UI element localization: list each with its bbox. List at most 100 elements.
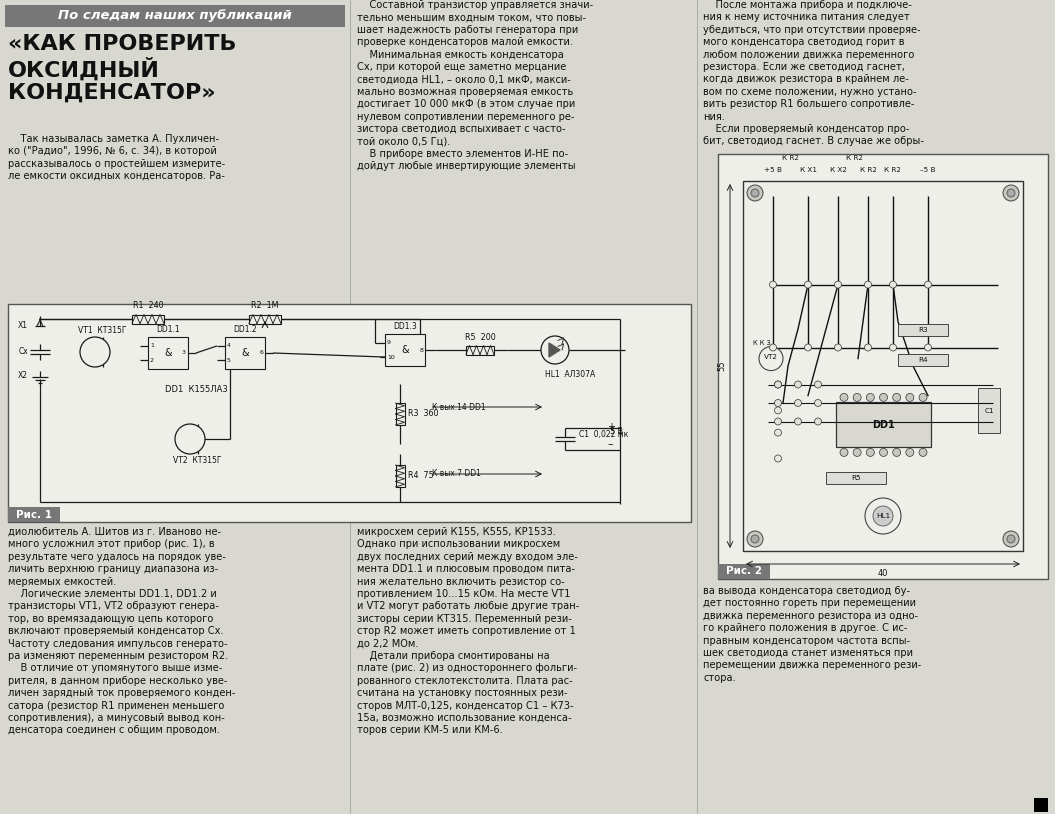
Text: DD1: DD1	[872, 420, 895, 430]
Bar	[743, 181, 1023, 551]
Bar	[132, 314, 164, 323]
Text: DD1.1: DD1.1	[156, 325, 179, 334]
Text: 6: 6	[260, 351, 263, 356]
Text: К R2: К R2	[783, 155, 800, 161]
Circle shape	[864, 281, 871, 288]
Circle shape	[814, 400, 822, 406]
Text: После монтажа прибора и подключе-
ния к нему источника питания следует
убедиться: После монтажа прибора и подключе- ния к …	[703, 0, 924, 147]
Circle shape	[853, 393, 861, 401]
Text: «КАК ПРОВЕРИТЬ
ОКСИДНЫЙ
КОНДЕНСАТОР»: «КАК ПРОВЕРИТЬ ОКСИДНЫЙ КОНДЕНСАТОР»	[8, 34, 236, 103]
Circle shape	[774, 407, 782, 414]
Circle shape	[751, 535, 759, 543]
Circle shape	[759, 347, 783, 370]
Circle shape	[880, 449, 887, 457]
Text: &: &	[165, 348, 172, 358]
Text: &: &	[401, 345, 409, 355]
Text: DD1.3: DD1.3	[394, 322, 417, 331]
Circle shape	[840, 449, 848, 457]
Text: R2  1M: R2 1M	[251, 301, 279, 310]
Text: R5  200: R5 200	[464, 332, 496, 342]
Circle shape	[769, 344, 776, 351]
Bar	[718, 154, 1048, 579]
Text: +5 В: +5 В	[764, 167, 782, 173]
Circle shape	[893, 393, 901, 401]
Bar	[898, 354, 948, 366]
Circle shape	[1008, 189, 1015, 197]
Text: К R2: К R2	[884, 167, 902, 173]
Text: ва вывода конденсатора светодиод бу-
дет постоянно гореть при перемещении
движка: ва вывода конденсатора светодиод бу- дет…	[703, 586, 921, 683]
Circle shape	[80, 337, 110, 367]
Text: К R2: К R2	[860, 167, 877, 173]
Text: 5: 5	[227, 357, 231, 362]
Text: 4: 4	[227, 344, 231, 348]
Circle shape	[747, 185, 763, 201]
Text: VT1  КТ315Г: VT1 КТ315Г	[78, 326, 127, 335]
Text: R3: R3	[918, 327, 927, 334]
Circle shape	[805, 344, 811, 351]
Text: C1: C1	[984, 408, 994, 414]
Circle shape	[1003, 185, 1019, 201]
Bar	[148, 337, 188, 369]
Text: DD1  К155ЛА3: DD1 К155ЛА3	[165, 384, 228, 393]
Circle shape	[906, 449, 914, 457]
Text: К К 3: К К 3	[753, 339, 770, 346]
Circle shape	[864, 344, 871, 351]
Text: R4  75: R4 75	[408, 471, 435, 480]
Bar	[466, 345, 494, 355]
Text: диолюбитель А. Шитов из г. Иваново не-
много усложнил этот прибор (рис. 1), в
ре: диолюбитель А. Шитов из г. Иваново не- м…	[8, 527, 235, 735]
Text: &: &	[242, 348, 249, 358]
Circle shape	[1008, 535, 1015, 543]
Text: DD1.2: DD1.2	[233, 325, 256, 334]
Text: 3: 3	[183, 351, 186, 356]
Circle shape	[774, 429, 782, 436]
Text: Рис. 2: Рис. 2	[726, 567, 762, 576]
Bar	[836, 402, 931, 448]
Bar	[826, 472, 886, 484]
Text: 2: 2	[150, 357, 154, 362]
Bar	[385, 334, 425, 366]
Text: 5 В: 5 В	[610, 427, 624, 435]
Text: –: –	[607, 439, 613, 449]
Bar	[8, 507, 60, 522]
Text: R5: R5	[851, 475, 861, 481]
Bar	[8, 304, 691, 522]
Text: VT2: VT2	[764, 353, 778, 360]
Text: микросхем серий К155, К555, КР1533.
Однако при использовании микросхем
двух посл: микросхем серий К155, К555, КР1533. Одна…	[357, 527, 579, 735]
Circle shape	[906, 393, 914, 401]
Circle shape	[751, 189, 759, 197]
Text: Сх: Сх	[18, 348, 28, 357]
Text: 10: 10	[387, 355, 395, 360]
Text: X1: X1	[18, 322, 28, 330]
Text: R4: R4	[918, 357, 927, 363]
Circle shape	[866, 393, 875, 401]
Circle shape	[541, 336, 569, 364]
Text: Составной транзистор управляется значи-
тельно меньшим входным током, что повы-
: Составной транзистор управляется значи- …	[357, 0, 593, 171]
Polygon shape	[549, 343, 560, 357]
Circle shape	[1003, 531, 1019, 547]
Circle shape	[893, 449, 901, 457]
Circle shape	[919, 393, 927, 401]
Circle shape	[774, 381, 782, 388]
Text: К R2: К R2	[846, 155, 863, 161]
Circle shape	[774, 418, 782, 425]
Circle shape	[774, 381, 782, 388]
Circle shape	[919, 449, 927, 457]
Text: 55: 55	[717, 361, 726, 371]
Circle shape	[794, 381, 802, 388]
Circle shape	[794, 418, 802, 425]
Circle shape	[835, 344, 842, 351]
Circle shape	[835, 281, 842, 288]
Text: C1  0,022 мк: C1 0,022 мк	[579, 430, 629, 439]
Circle shape	[805, 281, 811, 288]
Text: R1  240: R1 240	[133, 301, 164, 310]
Circle shape	[747, 531, 763, 547]
Circle shape	[853, 449, 861, 457]
Circle shape	[794, 400, 802, 406]
Circle shape	[866, 449, 875, 457]
Bar	[396, 465, 404, 487]
Text: –5 В: –5 В	[920, 167, 936, 173]
Text: Рис. 1: Рис. 1	[16, 510, 52, 519]
Circle shape	[889, 344, 897, 351]
Text: R3  360: R3 360	[408, 409, 439, 418]
Text: HL1  АЛ307А: HL1 АЛ307А	[545, 370, 595, 379]
